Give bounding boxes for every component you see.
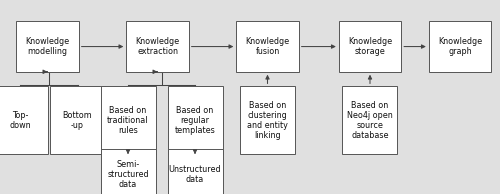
Text: Knowledge
modelling: Knowledge modelling [26,37,70,56]
FancyBboxPatch shape [0,86,48,154]
FancyBboxPatch shape [100,86,156,154]
FancyBboxPatch shape [168,86,222,154]
FancyBboxPatch shape [100,149,156,194]
Text: Knowledge
graph: Knowledge graph [438,37,482,56]
Text: Unstructured
data: Unstructured data [168,165,222,184]
Text: Semi-
structured
data: Semi- structured data [107,160,149,189]
Text: Bottom
-up: Bottom -up [62,111,92,130]
Text: Based on
Neo4j open
source
database: Based on Neo4j open source database [347,101,393,140]
Text: Knowledge
storage: Knowledge storage [348,37,392,56]
Text: Top-
down: Top- down [9,111,31,130]
FancyBboxPatch shape [236,21,299,72]
FancyBboxPatch shape [126,21,189,72]
Text: Based on
clustering
and entity
linking: Based on clustering and entity linking [247,101,288,140]
FancyBboxPatch shape [339,21,401,72]
FancyBboxPatch shape [50,86,105,154]
FancyBboxPatch shape [429,21,491,72]
Text: Based on
traditional
rules: Based on traditional rules [107,106,149,135]
Text: Knowledge
extraction: Knowledge extraction [136,37,180,56]
FancyBboxPatch shape [168,149,222,194]
FancyBboxPatch shape [240,86,295,154]
FancyBboxPatch shape [16,21,79,72]
FancyBboxPatch shape [342,86,398,154]
Text: Knowledge
fusion: Knowledge fusion [246,37,290,56]
Text: Based on
regular
templates: Based on regular templates [174,106,216,135]
